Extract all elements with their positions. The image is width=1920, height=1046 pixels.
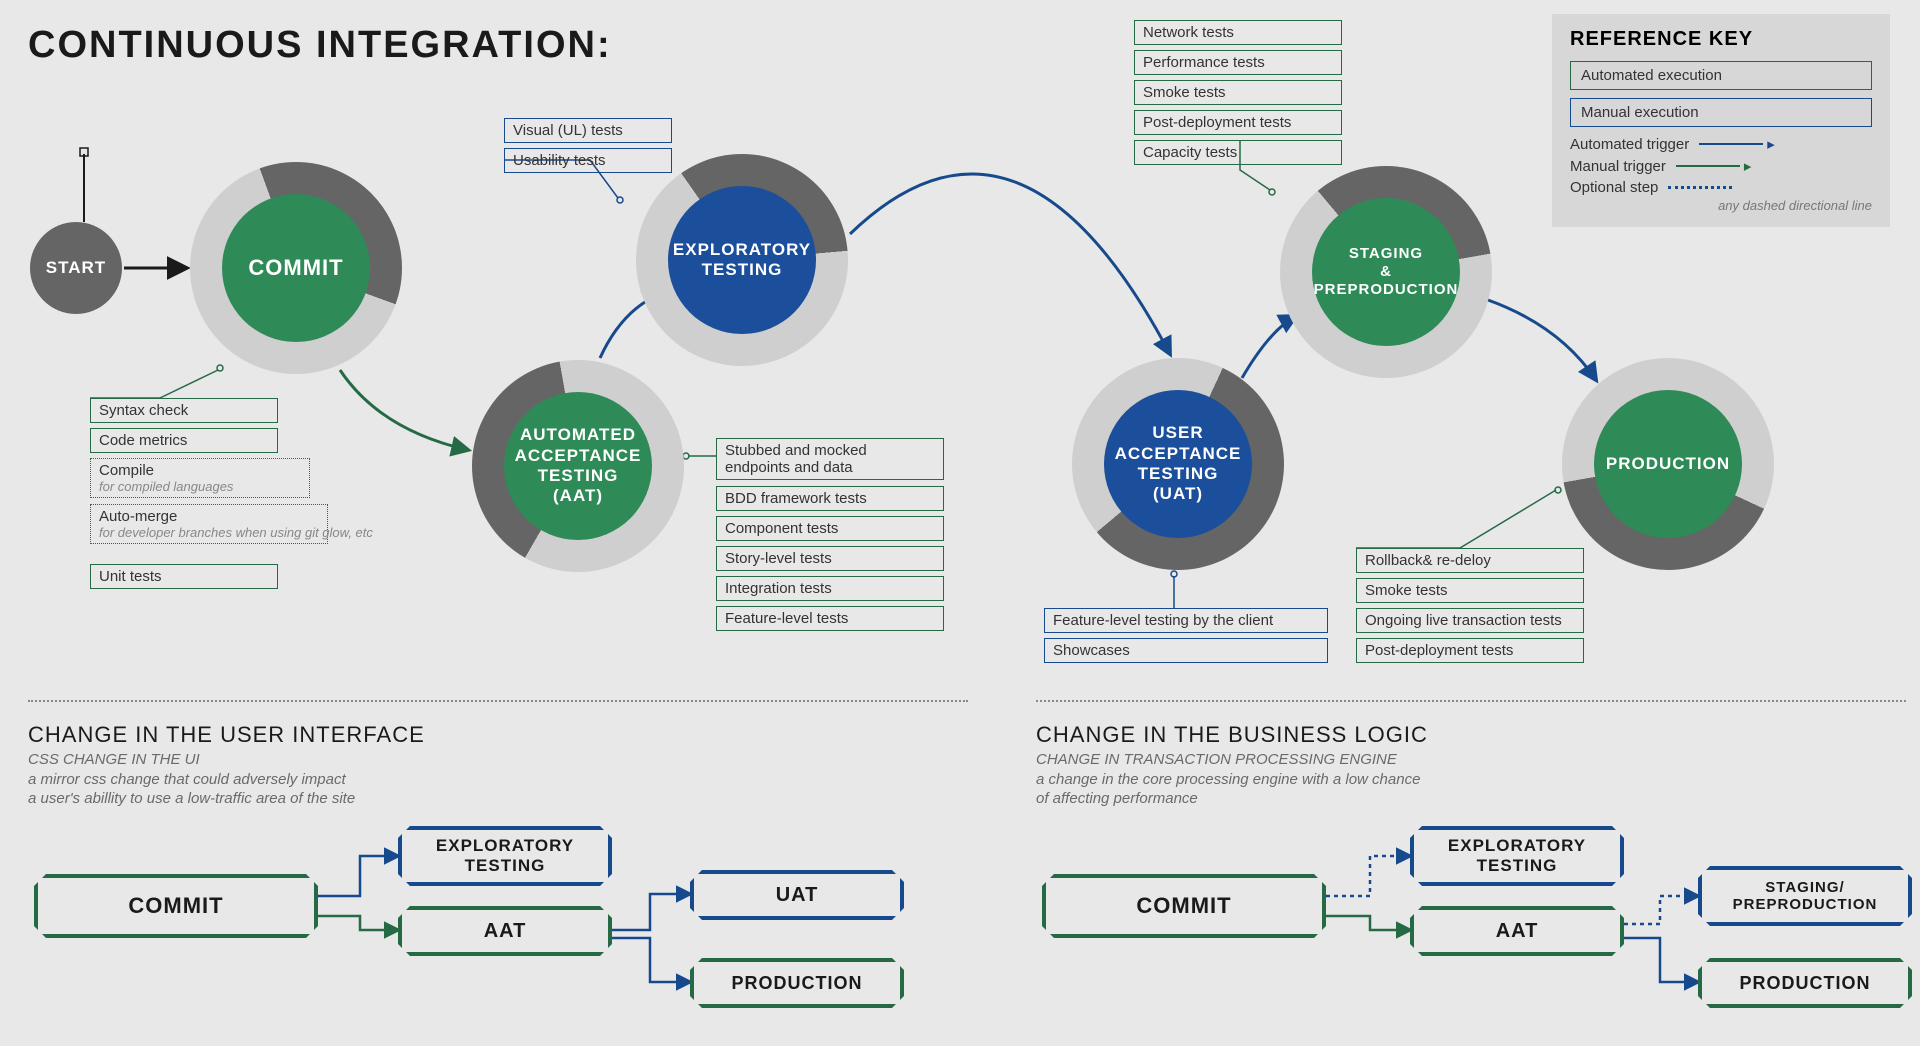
production-node: PRODUCTION [1594,390,1742,538]
task-exploratory-1: Usability tests [504,148,672,173]
task-prod-1: Smoke tests [1356,578,1584,603]
task-uat-0: Feature-level testing by the client [1044,608,1328,633]
task-aat-4: Integration tests [716,576,944,601]
legend-title: REFERENCE KEY [1570,28,1872,51]
legend-auto-trigger: Automated trigger ▸ [1570,135,1872,153]
task-staging-3: Post-deployment tests [1134,110,1342,135]
task-aat-3: Story-level tests [716,546,944,571]
divider-left [28,700,968,702]
uat-node: USER ACCEPTANCE TESTING (UAT) [1104,390,1252,538]
ui-section-title: CHANGE IN THE USER INTERFACE [28,722,425,748]
aat-node: AUTOMATED ACCEPTANCE TESTING (AAT) [504,392,652,540]
task-aat-5: Feature-level tests [716,606,944,631]
task-prod-0: Rollback& re-deloy [1356,548,1584,573]
oct-logic-0: COMMIT [1042,874,1326,938]
task-commit-1: Code metrics [90,428,278,453]
oct-ui-2: AAT [398,906,612,956]
legend-manual-trigger: Manual trigger ▸ [1570,157,1872,175]
task-staging-4: Capacity tests [1134,140,1342,165]
logic-section-title: CHANGE IN THE BUSINESS LOGIC [1036,722,1428,748]
oct-logic-3: STAGING/ PREPRODUCTION [1698,866,1912,926]
task-staging-2: Smoke tests [1134,80,1342,105]
task-prod-3: Post-deployment tests [1356,638,1584,663]
oct-ui-3: UAT [690,870,904,920]
oct-ui-0: COMMIT [34,874,318,938]
staging-node: STAGING & PREPRODUCTION [1312,198,1460,346]
page-title: CONTINUOUS INTEGRATION: [28,24,612,67]
task-commit-0: Syntax check [90,398,278,423]
oct-ui-1: EXPLORATORY TESTING [398,826,612,886]
task-prod-2: Ongoing live transaction tests [1356,608,1584,633]
task-exploratory-0: Visual (UL) tests [504,118,672,143]
oct-ui-4: PRODUCTION [690,958,904,1008]
legend-note: any dashed directional line [1570,198,1872,213]
task-staging-0: Network tests [1134,20,1342,45]
oct-logic-4: PRODUCTION [1698,958,1912,1008]
legend-optional: Optional step [1570,179,1872,196]
start-node: START [30,222,122,314]
legend-manual-exec: Manual execution [1570,98,1872,127]
oct-logic-1: EXPLORATORY TESTING [1410,826,1624,886]
task-commit-2: Compilefor compiled languages [90,458,310,498]
commit-node: COMMIT [222,194,370,342]
task-staging-1: Performance tests [1134,50,1342,75]
task-commit-3: Auto-mergefor developer branches when us… [90,504,328,544]
task-aat-1: BDD framework tests [716,486,944,511]
legend-auto-exec: Automated execution [1570,61,1872,90]
ui-section-sub: CSS CHANGE IN THE UI a mirror css change… [28,750,355,809]
task-aat-0: Stubbed and mocked endpoints and data [716,438,944,480]
oct-logic-2: AAT [1410,906,1624,956]
task-aat-2: Component tests [716,516,944,541]
logic-section-sub: CHANGE IN TRANSACTION PROCESSING ENGINE … [1036,750,1420,809]
exploratory-node: EXPLORATORY TESTING [668,186,816,334]
legend-box: REFERENCE KEY Automated execution Manual… [1552,14,1890,227]
task-commit-4: Unit tests [90,564,278,589]
task-uat-1: Showcases [1044,638,1328,663]
divider-right [1036,700,1906,702]
